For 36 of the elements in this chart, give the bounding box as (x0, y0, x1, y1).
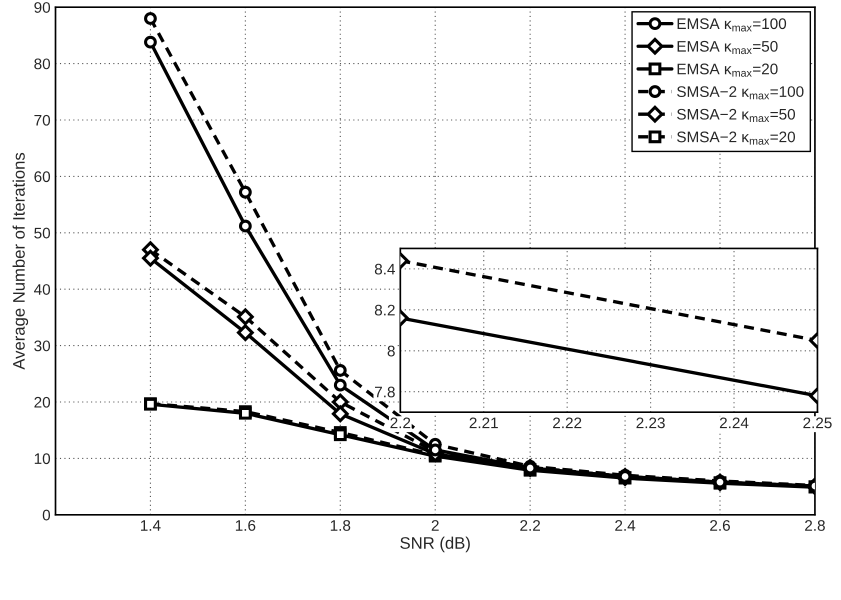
x-tick-label: 2.6 (710, 520, 730, 531)
y-tick-label: 60 (34, 171, 50, 182)
x-axis-title: SNR (dB) (400, 536, 470, 552)
y-tick-label: 50 (34, 228, 50, 238)
y-tick-label: 30 (34, 340, 50, 352)
y-tick-label: 8.2 (374, 304, 395, 316)
x-tick-label: 1.6 (236, 520, 256, 531)
x-tick-label: 2.2 (520, 520, 540, 531)
x-tick-label: 2.4 (615, 520, 636, 531)
x-tick-label: 2.21 (470, 417, 498, 428)
y-tick-label: 0 (42, 510, 50, 520)
x-tick-label: 2.25 (803, 417, 832, 428)
y-tick-label: 70 (34, 114, 50, 126)
x-tick-label: 2.2 (390, 417, 410, 428)
y-tick-label: 40 (34, 284, 50, 295)
x-tick-label: 1.4 (140, 520, 161, 531)
legend-label: SMSA−2 κ$_{max}$=50 (677, 108, 796, 122)
x-tick-label: 2.24 (720, 417, 748, 428)
legend-label: EMSA κ$_{max}$=50 (678, 40, 778, 54)
x-tick-label: 2.23 (636, 417, 665, 428)
y-tick-label: 90 (34, 2, 50, 13)
legend-label: SMSA−2 κ$_{max}$=100 (677, 86, 804, 100)
x-tick-label: 2.8 (805, 520, 825, 531)
y-tick-label: 10 (34, 453, 50, 464)
legend-label: SMSA−2 κ$_{max}$=20 (677, 131, 796, 145)
y-tick-label: 80 (34, 58, 50, 70)
y-tick-label: 8 (388, 346, 395, 356)
y-tick-label: 20 (34, 396, 50, 408)
x-tick-label: 2 (432, 520, 439, 531)
y-axis-title: Average Number of Iterations (12, 152, 28, 370)
legend-label: EMSA κ$_{max}$=20 (678, 64, 778, 77)
x-tick-label: 2.22 (553, 417, 582, 428)
legend-label: EMSA κ$_{max}$=100 (678, 18, 786, 32)
y-tick-label: 7.8 (375, 386, 395, 398)
y-tick-label: 8.4 (374, 264, 396, 275)
x-tick-label: 1.8 (330, 520, 350, 531)
